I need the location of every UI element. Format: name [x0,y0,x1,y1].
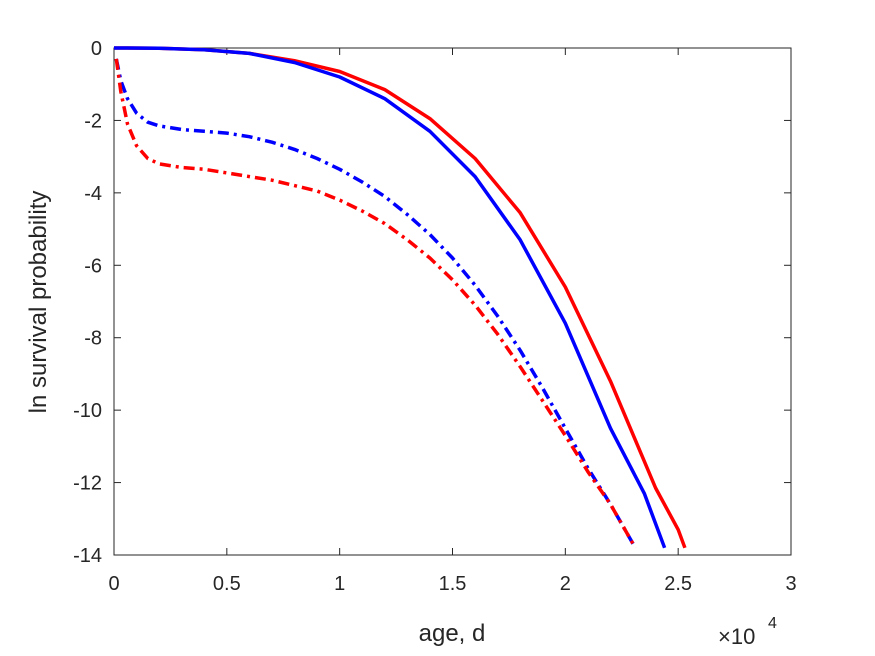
y-tick-label: -12 [73,473,102,495]
x-tick-label: 0.5 [213,573,241,595]
series-line-2 [113,46,667,549]
x-multiplier-exponent: 4 [768,615,777,632]
x-multiplier-label: ×10 [718,624,755,649]
y-tick-label: -14 [73,545,102,567]
y-tick-label: -2 [84,110,102,132]
y-tick-label: -10 [73,400,102,422]
series-line-3 [114,58,637,549]
x-tick-label: 1 [334,573,345,595]
x-tick-label: 2 [560,573,571,595]
x-tick-label: 1.5 [439,573,467,595]
series-line-4 [114,58,637,549]
x-tick-label: 0 [108,573,119,595]
plot-area [113,47,792,556]
series-layer [113,46,687,549]
y-axis-label: ln survival probability [25,191,52,414]
x-tick-label: 3 [785,573,796,595]
y-tick-label: 0 [91,38,102,60]
x-axis-ticks: 0 0.5 1 1.5 2 2.5 3 [108,48,797,595]
x-axis-label: age, d [419,620,486,647]
x-tick-label: 2.5 [664,573,692,595]
y-axis-ticks: 0 -2 -4 -6 -8 -10 -12 -14 [73,38,791,567]
y-tick-label: -4 [84,183,102,205]
y-tick-label: -6 [84,255,102,277]
y-tick-label: -8 [84,328,102,350]
